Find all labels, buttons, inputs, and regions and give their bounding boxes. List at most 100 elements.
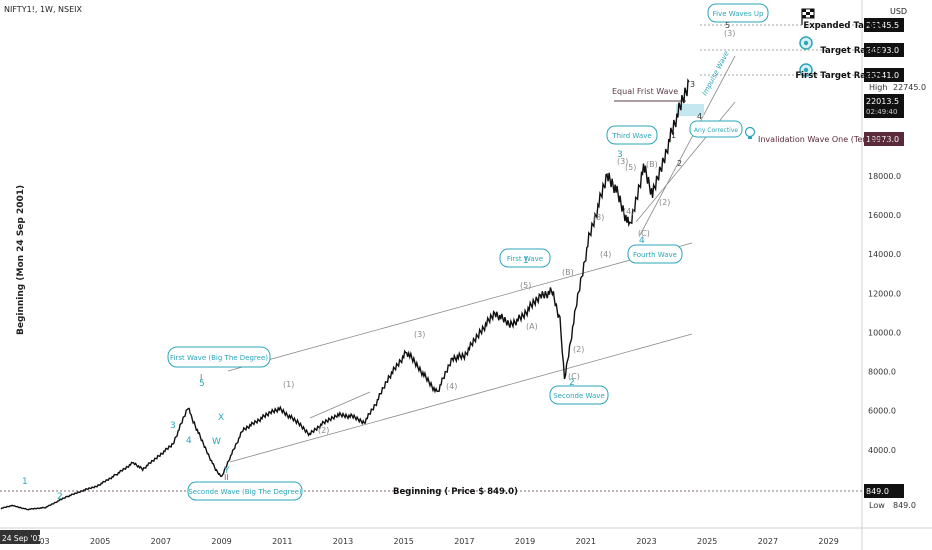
x-tick-label: 2019 bbox=[515, 537, 535, 546]
wave-label: 4 bbox=[186, 436, 192, 446]
wave-label: (A) bbox=[526, 322, 538, 331]
x-tick-label: 2025 bbox=[697, 537, 717, 546]
equal-first-wave-text: Equal Frist Wave bbox=[612, 87, 678, 96]
eye-icon bbox=[799, 36, 813, 50]
fourth-wave-text: Fourth Wave bbox=[633, 251, 677, 259]
wave-labels-grey: (1) (2) (3) (4) (5) (A) (B) (C) (2) (3) … bbox=[283, 29, 735, 435]
wave-label: (3) bbox=[617, 157, 628, 166]
third-wave-text: Third Wave bbox=[611, 132, 651, 140]
wave-label: 2 bbox=[677, 159, 682, 168]
wave-label: 1 bbox=[22, 477, 28, 487]
first-wave-big-callout bbox=[167, 346, 271, 368]
wave-label: 3 bbox=[690, 80, 695, 89]
fourth-wave-callout bbox=[627, 244, 683, 264]
wave-label: 3 bbox=[617, 150, 623, 160]
seconde-wave-text: Seconde Wave bbox=[553, 392, 605, 400]
seconde-wave-big-callout bbox=[187, 481, 303, 501]
level-label: Beginning ( Price $ 849.0) bbox=[393, 487, 518, 497]
y-tick-label: 18000.0 bbox=[868, 172, 901, 181]
wave-label: (5) bbox=[520, 281, 531, 290]
x-tick-label: 2005 bbox=[90, 537, 110, 546]
level-label: Invalidation Wave One (Territory) bbox=[758, 135, 890, 144]
wave-label: (4) bbox=[623, 207, 634, 216]
impulse-wave-text: Impulse Wave bbox=[701, 50, 731, 97]
wave-label: 1 bbox=[671, 131, 676, 140]
level-price: 849.0 bbox=[866, 487, 889, 496]
price-line bbox=[0, 78, 690, 511]
y-tick-label: 8000.0 bbox=[868, 368, 896, 377]
wave-label: 1 bbox=[523, 256, 529, 266]
wave-label: II bbox=[224, 473, 229, 482]
wave-label: (1) bbox=[283, 380, 294, 389]
x-tick-label: 2011 bbox=[272, 537, 292, 546]
wave-label: (2) bbox=[659, 198, 670, 207]
y-tick-label: 16000.0 bbox=[868, 211, 901, 220]
level-price-tag bbox=[864, 484, 904, 498]
level-price-tag bbox=[864, 132, 904, 146]
level-price: 24693.0 bbox=[866, 46, 899, 55]
wave-label: 4 bbox=[697, 112, 702, 121]
vertical-beginning-label: Beginning (Mon 24 Sep 2001) bbox=[16, 185, 26, 335]
wave-label: (C) bbox=[638, 229, 650, 238]
x-tick-label: 2009 bbox=[211, 537, 231, 546]
wave-label: (B) bbox=[562, 268, 574, 277]
five-waves-up-callout bbox=[707, 3, 769, 23]
wave-label: 2 bbox=[569, 378, 575, 388]
level-price: 849.0 bbox=[893, 501, 916, 510]
level-price: 19973.0 bbox=[866, 135, 899, 144]
wave-label: X bbox=[218, 413, 224, 423]
wave-label: 2 bbox=[57, 492, 63, 502]
trend-line bbox=[639, 55, 736, 236]
level-label: Expanded Target bbox=[803, 21, 884, 31]
trend-line bbox=[229, 333, 693, 463]
flag-icon bbox=[801, 8, 815, 25]
lightbulb-icon bbox=[744, 126, 756, 139]
current-price: 22013.5 bbox=[866, 97, 899, 106]
wave-label: Y bbox=[223, 466, 230, 476]
level-price-tag bbox=[864, 18, 904, 32]
seconde-wave-callout bbox=[549, 385, 609, 405]
third-wave-callout bbox=[606, 125, 658, 145]
wave-label: (4) bbox=[446, 382, 457, 391]
first-wave-big-text: First Wave (Big The Degree) bbox=[170, 354, 268, 362]
wave-label: 5 bbox=[199, 379, 205, 389]
wave-label: (3) bbox=[724, 29, 735, 38]
wave-label: (5) bbox=[625, 163, 636, 172]
wave-label: (2) bbox=[573, 345, 584, 354]
annotation-lines bbox=[0, 55, 862, 492]
first-wave-text: First Wave bbox=[507, 255, 543, 263]
level-price: 23241.0 bbox=[866, 71, 899, 80]
start-date-label: 24 Sep '01 bbox=[2, 534, 42, 543]
wave-label: I bbox=[200, 373, 202, 382]
y-tick-label: 6000.0 bbox=[868, 407, 896, 416]
wave-label: (4) bbox=[600, 250, 611, 259]
level-price-tag bbox=[864, 68, 904, 82]
x-tick-label: 2015 bbox=[394, 537, 414, 546]
wave-label: 5 bbox=[725, 21, 730, 30]
wave-label: W bbox=[212, 437, 221, 447]
wave-labels-purple: I II bbox=[200, 373, 229, 482]
bar-countdown: 02:49:40 bbox=[866, 108, 897, 116]
price-series bbox=[0, 78, 690, 511]
level-label: First Target Range bbox=[795, 71, 884, 81]
wave-label: (B) bbox=[646, 160, 658, 169]
x-tick-label: 2017 bbox=[454, 537, 474, 546]
start-date-tag bbox=[0, 530, 40, 544]
level-label: Target Range bbox=[820, 46, 884, 56]
wave-label: 4 bbox=[639, 236, 645, 246]
y-tick-label: 12000.0 bbox=[868, 289, 901, 298]
level-price: 26145.5 bbox=[866, 21, 899, 30]
wave-labels-teal: 1 2 3 4 5 X W Y 1 2 3 4 bbox=[22, 150, 645, 502]
y-tick-label: 10000.0 bbox=[868, 328, 901, 337]
level-price: 22745.0 bbox=[893, 83, 926, 92]
x-tick-label: 2013 bbox=[333, 537, 353, 546]
first-wave-callout bbox=[499, 248, 551, 268]
wave-label: 3 bbox=[170, 421, 176, 431]
trend-line bbox=[227, 242, 693, 372]
x-tick-label: 2007 bbox=[151, 537, 171, 546]
wave-labels-dark: 3 4 2 1 5 bbox=[671, 21, 730, 168]
level-price-tag bbox=[864, 43, 904, 57]
